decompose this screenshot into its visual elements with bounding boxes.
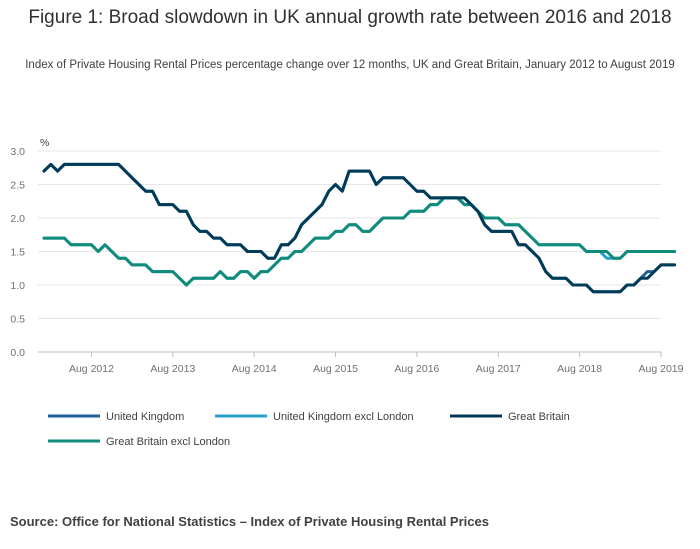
y-tick-label: 0.0	[10, 347, 25, 359]
x-axis: Aug 2012 Aug 2013 Aug 2014 Aug 2015 Aug 2016…	[69, 352, 684, 375]
series-line-great-britain	[42, 162, 677, 294]
series-line-united-kingdom-excl-london	[42, 196, 677, 287]
x-tick-label: Aug 2018	[557, 363, 602, 375]
series-line-great-britain-excl-london	[42, 196, 677, 287]
x-tick-label: Aug 2015	[313, 363, 358, 375]
y-unit-label: %	[40, 137, 49, 149]
x-tick-label: Aug 2012	[69, 363, 114, 375]
chart-title: Figure 1: Broad slowdown in UK annual gr…	[28, 7, 672, 28]
y-tick-label: 1.0	[10, 280, 25, 292]
y-tick-label: 1.5	[10, 247, 25, 259]
chart-subtitle: Index of Private Housing Rental Prices p…	[25, 59, 675, 71]
y-tick-label: 2.0	[10, 213, 25, 225]
y-tick-label: 0.5	[10, 314, 25, 326]
line-chart: 0.00.51.01.52.02.53.0 Aug 2012 Aug 2013 Au…	[10, 137, 684, 448]
y-tick-label: 2.5	[10, 180, 25, 192]
x-tick-label: Aug 2019	[639, 363, 684, 375]
legend-label: Great Britain	[508, 411, 570, 423]
y-axis: 0.0 0.5 1.0 1.5 2.0 2.5 3.0	[10, 146, 25, 359]
source-note: Source: Office for National Statistics –…	[10, 514, 489, 529]
y-tick-label: 3.0	[10, 146, 25, 158]
x-tick-label: Aug 2014	[232, 363, 277, 375]
x-tick-label: Aug 2017	[476, 363, 521, 375]
legend-label: Great Britain excl London	[106, 436, 230, 448]
x-tick-label: Aug 2016	[394, 363, 439, 375]
series-lines	[42, 162, 677, 294]
x-tick-label: Aug 2013	[150, 363, 195, 375]
grid-lines	[38, 150, 661, 353]
legend-label: United Kingdom	[106, 411, 184, 423]
legend-label: United Kingdom excl London	[273, 411, 414, 423]
legend: United Kingdom United Kingdom excl London…	[48, 411, 570, 448]
